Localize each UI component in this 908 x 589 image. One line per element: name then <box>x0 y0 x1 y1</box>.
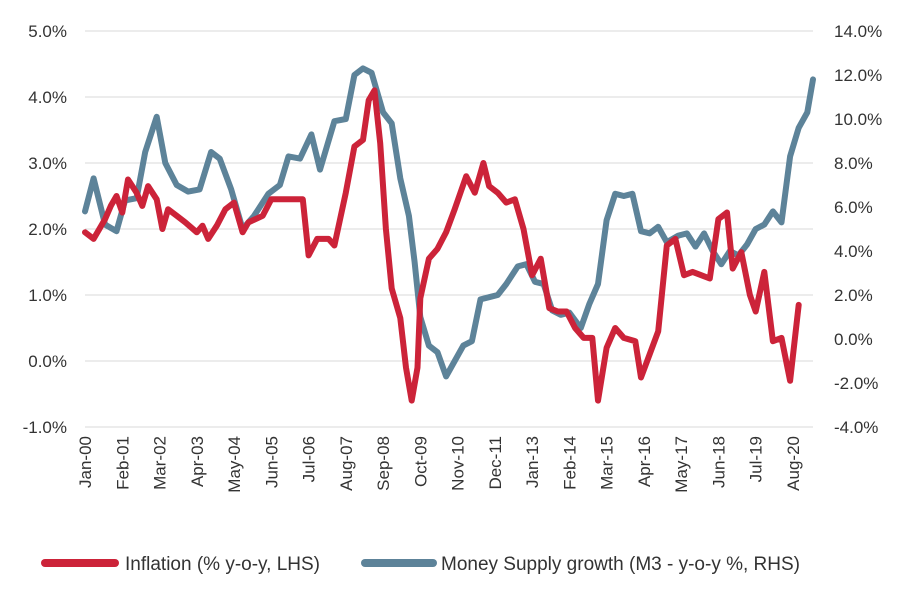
x-tick-label: Mar-02 <box>151 436 170 490</box>
inflation-line <box>82 87 802 404</box>
x-tick-label: Jun-18 <box>709 436 728 488</box>
left-tick-label: 2.0% <box>28 220 67 239</box>
right-tick-label: 2.0% <box>834 286 873 305</box>
left-tick-label: 5.0% <box>28 22 67 41</box>
right-tick-label: 12.0% <box>834 66 882 85</box>
x-tick-label: Nov-10 <box>449 436 468 491</box>
right-tick-label: 4.0% <box>834 242 873 261</box>
left-tick-label: 0.0% <box>28 352 67 371</box>
x-tick-label: Feb-01 <box>113 436 132 490</box>
x-tick-label: May-04 <box>225 436 244 493</box>
x-tick-label: Jan-13 <box>523 436 542 488</box>
right-tick-label: 10.0% <box>834 110 882 129</box>
x-tick-label: Aug-20 <box>784 436 803 491</box>
x-tick-label: Apr-03 <box>188 436 207 487</box>
right-tick-label: -4.0% <box>834 418 878 437</box>
left-tick-label: 4.0% <box>28 88 67 107</box>
x-tick-label: Jul-19 <box>747 436 766 482</box>
left-tick-label: 3.0% <box>28 154 67 173</box>
left-tick-label: -1.0% <box>23 418 67 437</box>
left-axis-ticks: -1.0% 0.0% 1.0% 2.0% 3.0% 4.0% 5.0% <box>23 22 67 437</box>
x-tick-label: Oct-09 <box>411 436 430 487</box>
x-axis-ticks: Jan-00 Feb-01 Mar-02 Apr-03 May-04 Jun-05 Jul-… <box>76 436 803 493</box>
x-tick-label: Aug-07 <box>337 436 356 491</box>
money-supply-line <box>82 65 816 380</box>
x-tick-label: Mar-15 <box>598 436 617 490</box>
x-tick-label: Jul-06 <box>300 436 319 482</box>
right-axis-ticks: -4.0% -2.0% 0.0% 2.0% 4.0% 6.0% 8.0% 10.0% 12.0%… <box>834 22 882 437</box>
x-tick-label: Jan-00 <box>76 436 95 488</box>
x-tick-label: May-17 <box>672 436 691 493</box>
x-tick-label: Dec-11 <box>486 436 505 490</box>
series-lines <box>82 65 816 404</box>
x-tick-label: Jun-05 <box>262 436 281 488</box>
right-tick-label: 6.0% <box>834 198 873 217</box>
right-tick-label: 8.0% <box>834 154 873 173</box>
right-tick-label: 14.0% <box>834 22 882 41</box>
legend: Inflation (% y-o-y, LHS) Money Supply gr… <box>41 554 800 575</box>
right-tick-label: 0.0% <box>834 330 873 349</box>
x-tick-label: Sep-08 <box>374 436 393 491</box>
right-tick-label: -2.0% <box>834 374 878 393</box>
left-tick-label: 1.0% <box>28 286 67 305</box>
legend-label-money-supply: Money Supply growth (M3 - y-o-y %, RHS) <box>441 554 800 575</box>
x-tick-label: Feb-14 <box>560 436 579 490</box>
legend-label-inflation: Inflation (% y-o-y, LHS) <box>125 554 320 575</box>
x-tick-label: Apr-16 <box>635 436 654 487</box>
